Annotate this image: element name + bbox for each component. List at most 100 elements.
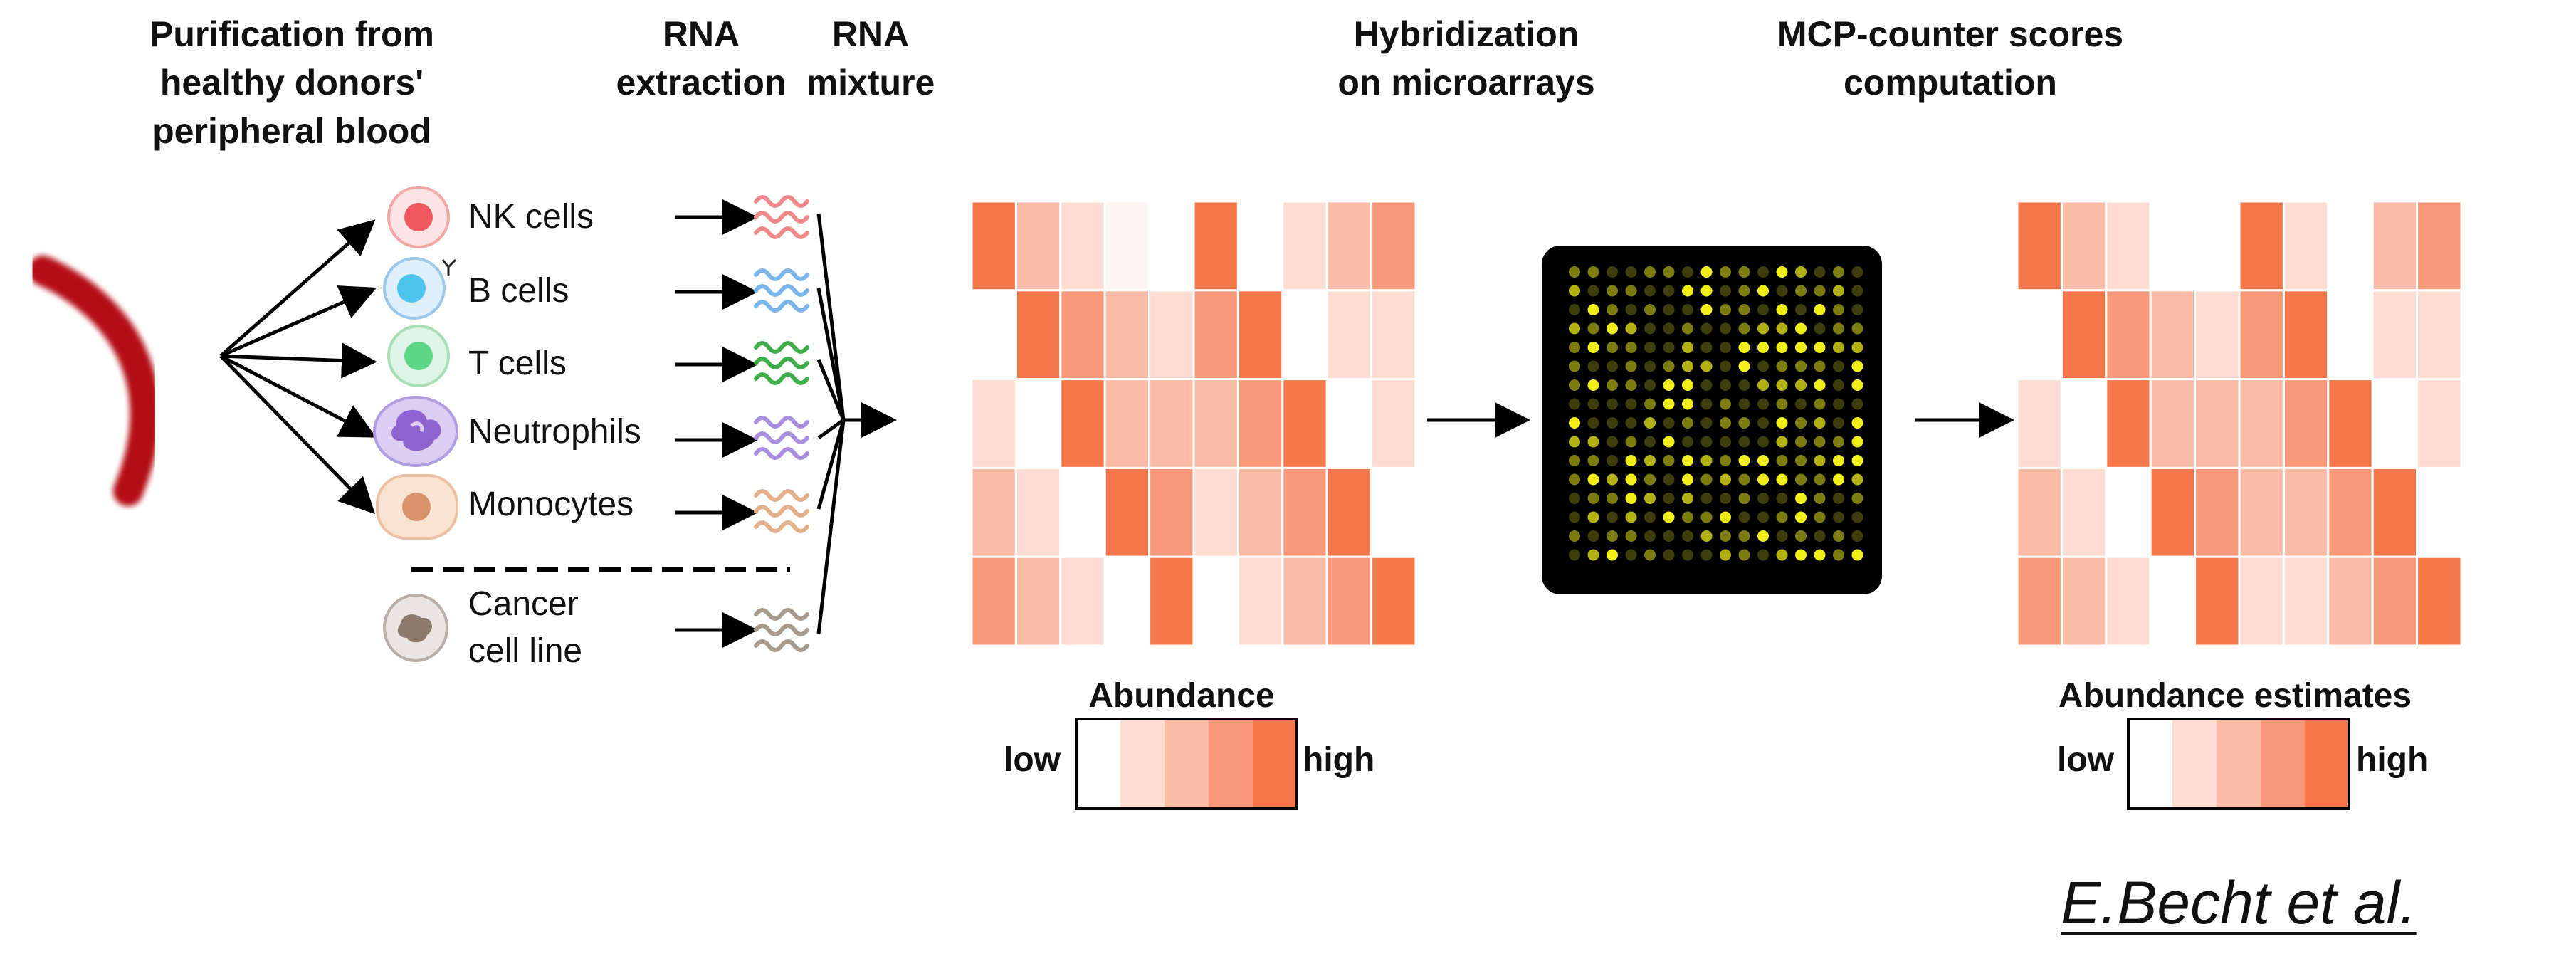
microarray-spot: [1625, 398, 1637, 410]
heatmap-cell: [1103, 200, 1151, 292]
microarray-spot: [1851, 436, 1863, 448]
microarray-spot: [1700, 379, 1713, 391]
heatmap-cell: [1236, 378, 1284, 469]
microarray-spot: [1757, 473, 1769, 486]
microarray-spot: [1851, 398, 1863, 410]
microarray-spot: [1682, 322, 1693, 335]
microarray-spot: [1682, 360, 1693, 372]
microarray-spot: [1833, 285, 1844, 297]
microarray-spot: [1700, 304, 1713, 315]
heatmap-cell: [1236, 555, 1284, 647]
microarray-spot: [1795, 342, 1807, 353]
scale-swatch: [1076, 719, 1120, 809]
microarray-spot: [1625, 360, 1637, 372]
heatmap-cell: [2194, 378, 2241, 469]
heatmap-cell: [2416, 555, 2463, 647]
microarray-spot: [1738, 360, 1750, 372]
heatmap-cell: [1148, 200, 1195, 292]
heatmap-cell: [2105, 200, 2152, 292]
microarray-spot: [1720, 360, 1731, 372]
microarray-spot: [1738, 417, 1750, 429]
heatmap-cell: [1014, 555, 1062, 647]
scale-swatch: [2172, 719, 2217, 809]
microarray-spot: [1663, 549, 1675, 561]
microarray-spot: [1700, 322, 1713, 335]
heatmap-cell: [2149, 289, 2197, 381]
microarray-spot: [1682, 493, 1693, 504]
microarray-spot: [1738, 493, 1750, 504]
microarray-spot: [1720, 511, 1731, 523]
microarray-spot: [1663, 455, 1675, 466]
heatmap-cell: [2238, 555, 2285, 647]
scale-swatch: [1120, 719, 1165, 809]
heatmap-cell: [2060, 200, 2108, 292]
microarray-spot: [1625, 417, 1637, 429]
microarray-spot: [1663, 473, 1675, 486]
microarray-spot: [1738, 379, 1750, 391]
microarray-spot: [1833, 266, 1844, 278]
microarray-spot: [1607, 342, 1618, 353]
microarray-spot: [1757, 379, 1769, 391]
microarray-spot: [1700, 285, 1713, 297]
heatmap-cell: [1059, 200, 1106, 292]
heatmap-cell: [1014, 466, 1062, 558]
microarray-spot: [1851, 530, 1863, 542]
microarray-spot: [1569, 436, 1580, 448]
heatmap-cell: [2060, 378, 2108, 469]
heatmap-cell: [2016, 200, 2063, 292]
microarray-spot: [1795, 493, 1807, 504]
heatmap-cell: [2327, 289, 2374, 381]
heatmap-cell: [2149, 555, 2197, 647]
microarray-spot: [1663, 511, 1675, 523]
microarray-spot: [1776, 304, 1788, 315]
heatmap-cell: [1059, 555, 1106, 647]
heatmap-cell: [1281, 378, 1328, 469]
heatmap-cell: [1325, 289, 1373, 381]
rna-monocyte-icon: [754, 489, 809, 533]
microarray-spot: [1776, 493, 1788, 504]
microarray-spot: [1738, 266, 1750, 278]
microarray-spot: [1700, 530, 1713, 542]
heatmap-cell: [2416, 289, 2463, 381]
microarray-spot: [1776, 266, 1788, 278]
legend-right-low: low: [2057, 741, 2114, 779]
heatmap-cell: [1103, 378, 1151, 469]
author-credit: E.Becht et al.: [2061, 869, 2417, 936]
monocyte-icon: [376, 474, 458, 540]
microarray-spot: [1607, 266, 1618, 278]
microarray-spot: [1757, 436, 1769, 448]
microarray-spot: [1833, 493, 1844, 504]
microarray-spot: [1757, 398, 1769, 410]
microarray-spot: [1814, 304, 1826, 315]
microarray-spot: [1625, 511, 1637, 523]
heatmap-cell: [1103, 466, 1151, 558]
scale-swatch: [2305, 719, 2349, 809]
microarray-spot: [1682, 285, 1693, 297]
microarray-spot: [1587, 304, 1599, 315]
heatmap-cell: [2060, 289, 2108, 381]
microarray-spot: [1607, 549, 1618, 561]
microarray-spot: [1814, 436, 1826, 448]
microarray-spot: [1682, 266, 1693, 278]
microarray-spot: [1587, 455, 1599, 466]
heatmap-cell: [2327, 378, 2374, 469]
microarray-spot: [1625, 322, 1637, 335]
neutrophil-icon: [373, 396, 458, 467]
microarray-spot: [1607, 493, 1618, 504]
microarray-spot: [1757, 549, 1769, 561]
heatmap-cell: [2149, 378, 2197, 469]
cell-label-b: B cells: [468, 272, 569, 310]
microarray-spot: [1682, 530, 1693, 542]
microarray-spot: [1720, 530, 1731, 542]
microarray-spot: [1569, 322, 1580, 335]
microarray-spot: [1700, 473, 1713, 486]
microarray-spot: [1682, 379, 1693, 391]
microarray-spot: [1795, 473, 1807, 486]
blood-vessel-icon: [28, 256, 160, 506]
heatmap-cell: [2194, 289, 2241, 381]
heatmap-cell: [2416, 466, 2463, 558]
legend-right-title: Abundance estimates: [2058, 677, 2412, 715]
purification-title: Purification from healthy donors' periph…: [149, 14, 435, 151]
heatmap-cell: [2060, 555, 2108, 647]
microarray-spot: [1720, 549, 1731, 561]
